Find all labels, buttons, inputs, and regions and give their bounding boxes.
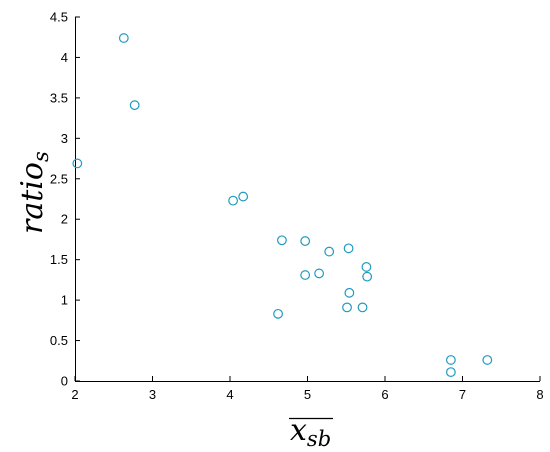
data-point: [238, 191, 249, 202]
y-tick-label: 3.5: [50, 90, 68, 105]
data-point: [228, 195, 239, 206]
data-point: [362, 271, 373, 282]
data-point: [342, 302, 352, 313]
data-point: [324, 246, 335, 257]
x-tick-label: 3: [149, 387, 156, 402]
data-point: [314, 268, 325, 279]
data-point: [273, 308, 283, 319]
x-tick-label: 6: [381, 387, 388, 402]
data-point: [300, 236, 311, 246]
y-axis-title: ratios: [15, 151, 53, 234]
data-point: [482, 355, 493, 365]
data-point: [277, 235, 287, 246]
y-tick-label: 0.5: [50, 333, 68, 348]
x-axis-title-sub: sb: [307, 427, 331, 451]
y-tick-label: 1.5: [50, 252, 68, 267]
x-tick-label: 5: [304, 387, 311, 402]
x-axis-title: xsb: [290, 413, 331, 451]
y-tick-label: 2.5: [50, 171, 68, 186]
ticks: 2 3 4 5 6 7 8 0 0.5 1 1.5 2 2.5 3 3.5 4 4.5: [50, 10, 544, 403]
data-point: [445, 367, 456, 378]
y-tick-label: 2: [61, 212, 68, 227]
data-point: [118, 33, 129, 43]
data-point: [361, 262, 372, 272]
data-point: [300, 270, 311, 280]
x-tick-label: 8: [536, 387, 543, 402]
x-axis-title-main: x: [290, 413, 307, 448]
data-point: [129, 100, 140, 111]
data-point: [445, 355, 456, 365]
y-tick-label: 3: [61, 131, 68, 146]
y-tick-label: 0: [61, 374, 68, 389]
data-point: [344, 287, 355, 298]
x-tick-label: 4: [226, 387, 233, 402]
data-point: [357, 302, 368, 313]
x-tick-label: 7: [459, 387, 466, 402]
y-tick-label: 1: [61, 293, 68, 308]
x-tick-label: 2: [71, 387, 78, 402]
y-axis-title-main: ratio: [15, 162, 50, 234]
y-tick-label: 4: [61, 50, 68, 65]
data-point: [72, 158, 83, 169]
data-point: [343, 243, 354, 254]
y-axis-title-sub: s: [29, 151, 53, 162]
data-points: [72, 33, 493, 378]
axes: [75, 17, 540, 382]
y-tick-label: 4.5: [50, 10, 68, 25]
